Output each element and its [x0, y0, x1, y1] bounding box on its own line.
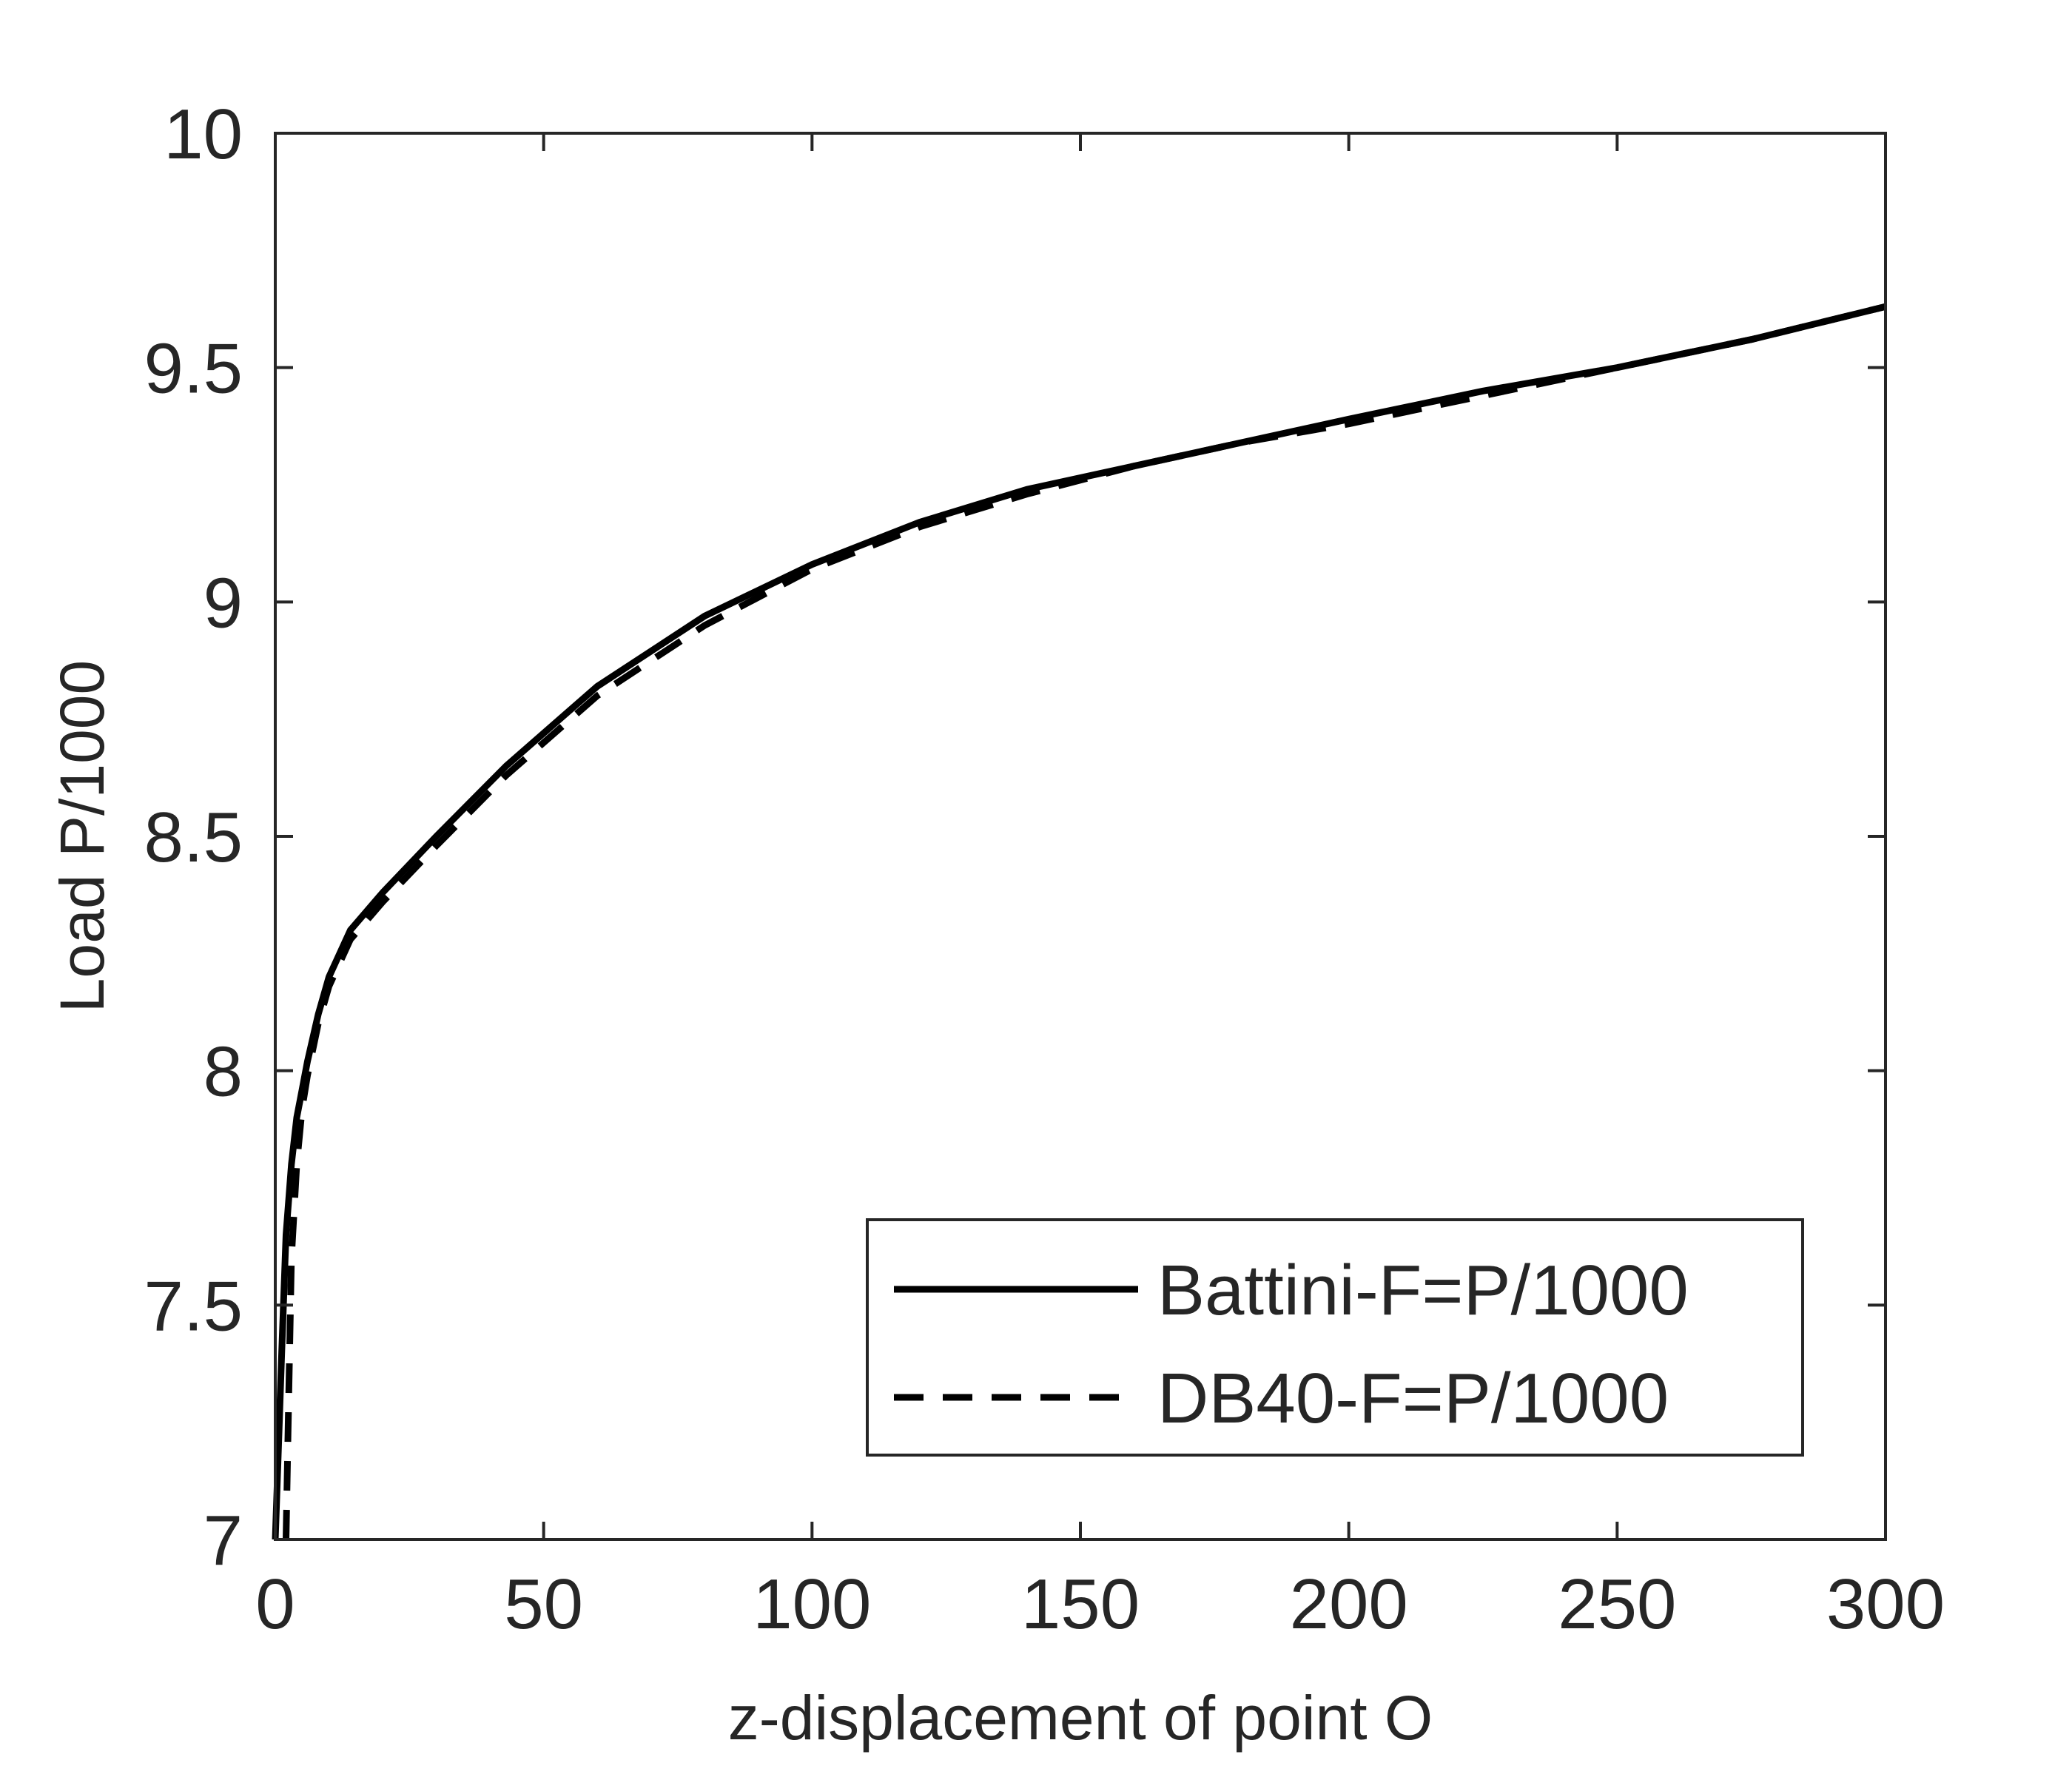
x-tick-label: 250: [1558, 1565, 1676, 1644]
x-tick-label: 300: [1826, 1565, 1945, 1644]
series-layer: [272, 303, 1887, 1540]
legend-label-db40: DB40-F=P/1000: [1157, 1359, 1669, 1438]
x-tick-label: 50: [504, 1565, 583, 1644]
x-tick-label: 0: [255, 1565, 295, 1644]
y-tick-label: 8: [204, 1032, 243, 1112]
y-tick-label: 8.5: [144, 798, 243, 877]
y-tick-label: 9.5: [144, 329, 243, 409]
y-axis-label: Load P/1000: [47, 660, 117, 1012]
series-line-db40: [283, 303, 1887, 1540]
series-line-battini: [272, 303, 1887, 1540]
legend-label-battini: Battini-F=P/1000: [1157, 1251, 1689, 1330]
y-tick-label: 9: [204, 563, 243, 642]
legend-box: [866, 1218, 1804, 1457]
y-tick-label: 10: [164, 95, 243, 174]
axes-box: [274, 132, 1887, 1541]
y-tick-label: 7: [204, 1501, 243, 1580]
x-tick-label: 100: [753, 1565, 871, 1644]
y-tick-labels: 7 7.5 8 8.5 9 9.5 10: [144, 95, 243, 1580]
x-tick-labels: 0 50 100 150 200 250 300: [255, 1565, 1945, 1644]
x-tick-label: 200: [1290, 1565, 1408, 1644]
legend: Battini-F=P/1000 DB40-F=P/1000: [866, 1218, 1804, 1457]
x-tick-label: 150: [1021, 1565, 1140, 1644]
y-tick-label: 7.5: [144, 1266, 243, 1346]
plot-area: [272, 132, 1887, 1541]
x-axis-label: z-displacement of point O: [728, 1683, 1433, 1753]
